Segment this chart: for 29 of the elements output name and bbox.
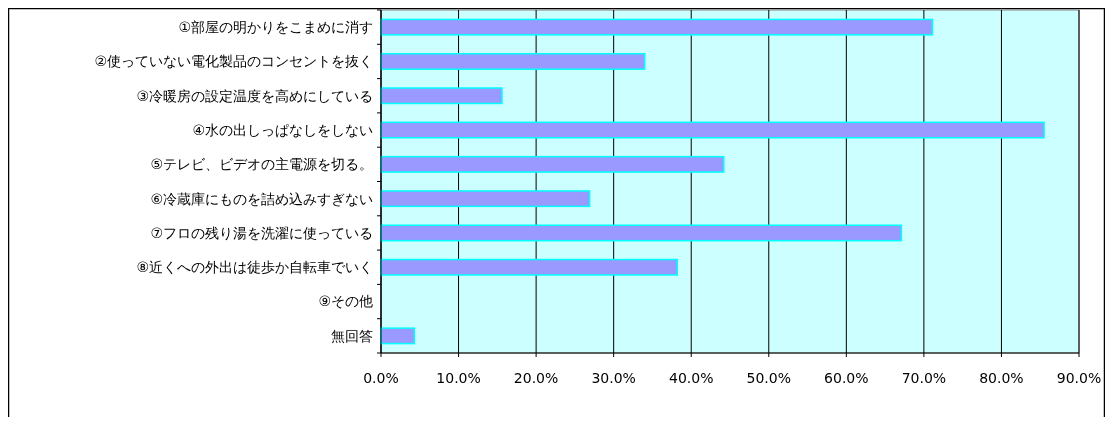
y-tick-label: 無回答 <box>331 327 373 344</box>
x-tick-label: 50.0% <box>746 370 792 386</box>
x-tick-label: 70.0% <box>901 370 947 386</box>
y-tick-label: ①部屋の明かりをこまめに消す <box>178 19 373 36</box>
x-tick-label: 10.0% <box>436 370 481 386</box>
y-tick-label: ⑥冷蔵庫にものを詰め込みすぎない <box>150 190 373 207</box>
bar <box>380 121 1045 139</box>
bar <box>380 224 903 242</box>
y-tick-label: ⑦フロの残り湯を洗濯に使っている <box>150 224 373 241</box>
x-tick-label: 80.0% <box>979 370 1024 386</box>
x-tick-label: 30.0% <box>591 370 636 386</box>
y-tick-label: ②使っていない電化製品のコンセントを抜く <box>94 53 373 70</box>
bar <box>380 327 416 345</box>
y-tick-label: ③冷暖房の設定温度を高めにしている <box>136 87 373 104</box>
y-tick-label: ⑨その他 <box>318 293 373 310</box>
x-tick-label: 20.0% <box>513 370 559 386</box>
bar <box>380 190 591 208</box>
bar <box>380 155 725 173</box>
bar <box>380 18 934 36</box>
y-tick-label: ⑤テレビ、ビデオの主電源を切る。 <box>150 156 373 173</box>
x-tick-label: 90.0% <box>1056 370 1102 386</box>
y-tick-label: ⑧近くへの外出は徒歩か自転車でいく <box>136 259 373 276</box>
bar <box>380 258 679 276</box>
x-tick-label: 40.0% <box>668 370 714 386</box>
bar <box>380 87 503 105</box>
bar <box>380 52 646 70</box>
x-tick-label: 60.0% <box>824 370 869 386</box>
x-tick-label: 0.0% <box>363 370 399 386</box>
y-tick-label: ④水の出しっぱなしをしない <box>192 121 373 138</box>
